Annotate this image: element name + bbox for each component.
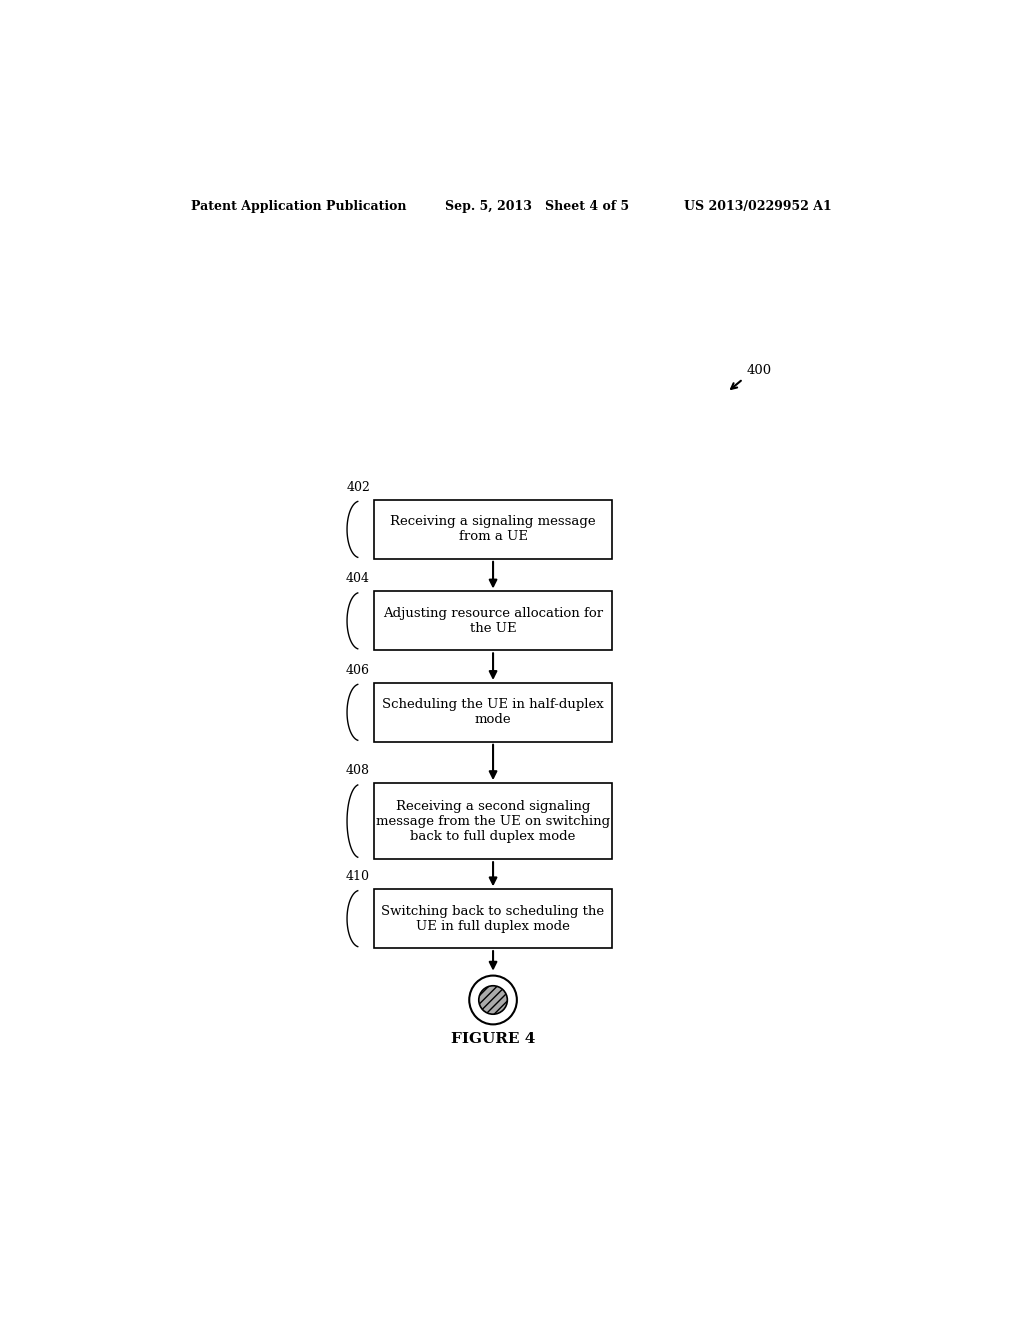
FancyBboxPatch shape	[374, 682, 612, 742]
Text: Adjusting resource allocation for
the UE: Adjusting resource allocation for the UE	[383, 607, 603, 635]
FancyBboxPatch shape	[374, 591, 612, 651]
FancyBboxPatch shape	[374, 500, 612, 558]
Text: Receiving a second signaling
message from the UE on switching
back to full duple: Receiving a second signaling message fro…	[376, 800, 610, 842]
Text: FIGURE 4: FIGURE 4	[451, 1032, 536, 1045]
Text: Patent Application Publication: Patent Application Publication	[191, 199, 407, 213]
FancyBboxPatch shape	[374, 783, 612, 859]
Text: 408: 408	[346, 764, 370, 777]
Text: Switching back to scheduling the
UE in full duplex mode: Switching back to scheduling the UE in f…	[382, 904, 604, 933]
Ellipse shape	[469, 975, 517, 1024]
Text: 406: 406	[346, 664, 370, 677]
Ellipse shape	[479, 986, 507, 1014]
Text: US 2013/0229952 A1: US 2013/0229952 A1	[684, 199, 831, 213]
Text: Sep. 5, 2013   Sheet 4 of 5: Sep. 5, 2013 Sheet 4 of 5	[445, 199, 630, 213]
Text: 402: 402	[346, 480, 370, 494]
Text: 400: 400	[748, 364, 772, 378]
Text: Receiving a signaling message
from a UE: Receiving a signaling message from a UE	[390, 515, 596, 544]
Text: 410: 410	[346, 870, 370, 883]
FancyBboxPatch shape	[374, 890, 612, 948]
Text: 404: 404	[346, 573, 370, 585]
Text: Scheduling the UE in half-duplex
mode: Scheduling the UE in half-duplex mode	[382, 698, 604, 726]
